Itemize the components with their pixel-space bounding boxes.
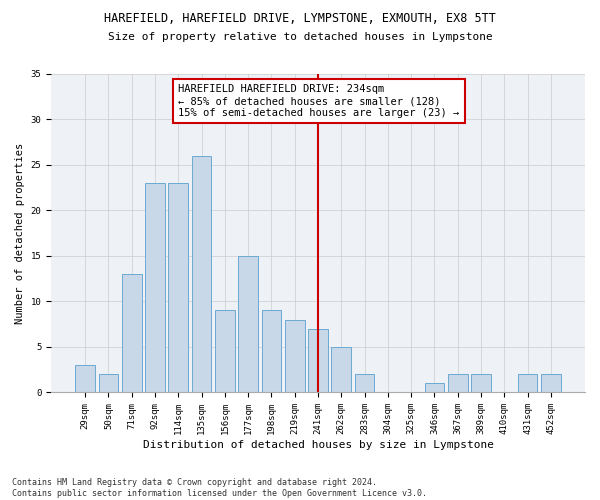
Text: Size of property relative to detached houses in Lympstone: Size of property relative to detached ho… [107, 32, 493, 42]
Bar [122, 274, 142, 392]
X-axis label: Distribution of detached houses by size in Lympstone: Distribution of detached houses by size … [143, 440, 494, 450]
Bar [238, 256, 258, 392]
Y-axis label: Number of detached properties: Number of detached properties [15, 142, 25, 324]
Bar [355, 374, 374, 392]
Bar [145, 183, 165, 392]
Bar [215, 310, 235, 392]
Text: HAREFIELD HAREFIELD DRIVE: 234sqm
← 85% of detached houses are smaller (128)
15%: HAREFIELD HAREFIELD DRIVE: 234sqm ← 85% … [178, 84, 460, 117]
Bar [331, 347, 351, 393]
Bar [471, 374, 491, 392]
Bar [75, 365, 95, 392]
Bar [192, 156, 211, 392]
Bar [98, 374, 118, 392]
Bar [262, 310, 281, 392]
Text: Contains HM Land Registry data © Crown copyright and database right 2024.
Contai: Contains HM Land Registry data © Crown c… [12, 478, 427, 498]
Bar [169, 183, 188, 392]
Bar [448, 374, 467, 392]
Bar [425, 384, 445, 392]
Bar [541, 374, 561, 392]
Bar [308, 328, 328, 392]
Text: HAREFIELD, HAREFIELD DRIVE, LYMPSTONE, EXMOUTH, EX8 5TT: HAREFIELD, HAREFIELD DRIVE, LYMPSTONE, E… [104, 12, 496, 26]
Bar [518, 374, 538, 392]
Bar [285, 320, 305, 392]
